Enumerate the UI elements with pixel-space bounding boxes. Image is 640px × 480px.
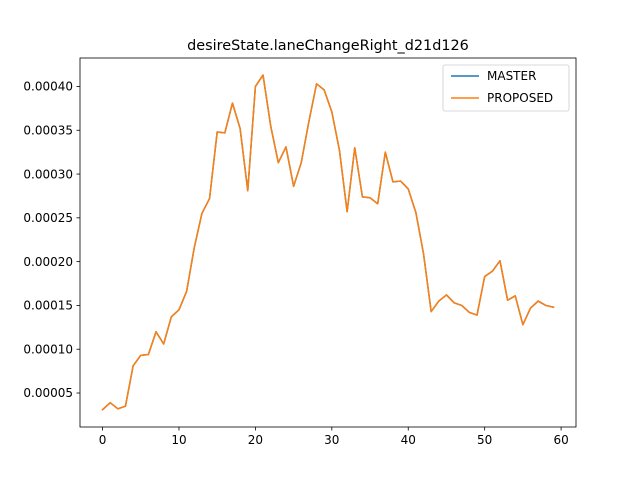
x-tick-label: 10 xyxy=(171,433,186,447)
y-tick-label: 0.00025 xyxy=(23,211,73,225)
y-tick-label: 0.00040 xyxy=(23,80,73,94)
series-layer xyxy=(101,74,555,411)
series-line-proposed xyxy=(101,74,555,411)
y-tick-label: 0.00015 xyxy=(23,299,73,313)
chart-title: desireState.laneChangeRight_d21d126 xyxy=(187,38,469,54)
x-tick-label: 30 xyxy=(324,433,339,447)
x-axis: 0 10 20 30 40 50 60 xyxy=(99,427,569,447)
legend-label-master: MASTER xyxy=(487,69,536,83)
y-tick-label: 0.00010 xyxy=(23,342,73,356)
x-tick-label: 60 xyxy=(553,433,568,447)
y-tick-label: 0.00030 xyxy=(23,167,73,181)
x-tick-label: 50 xyxy=(477,433,492,447)
x-tick-label: 40 xyxy=(401,433,416,447)
y-axis: 0.00005 0.00010 0.00015 0.00020 0.00025 0.000… xyxy=(23,80,80,400)
x-tick-label: 0 xyxy=(99,433,107,447)
y-tick-label: 0.00005 xyxy=(23,386,73,400)
x-tick-label: 20 xyxy=(248,433,263,447)
y-tick-label: 0.00035 xyxy=(23,123,73,137)
legend-label-proposed: PROPOSED xyxy=(487,91,553,105)
y-tick-label: 0.00020 xyxy=(23,255,73,269)
plot-area xyxy=(80,58,576,427)
plot-frame xyxy=(79,57,577,428)
legend: MASTER PROPOSED xyxy=(442,64,570,112)
